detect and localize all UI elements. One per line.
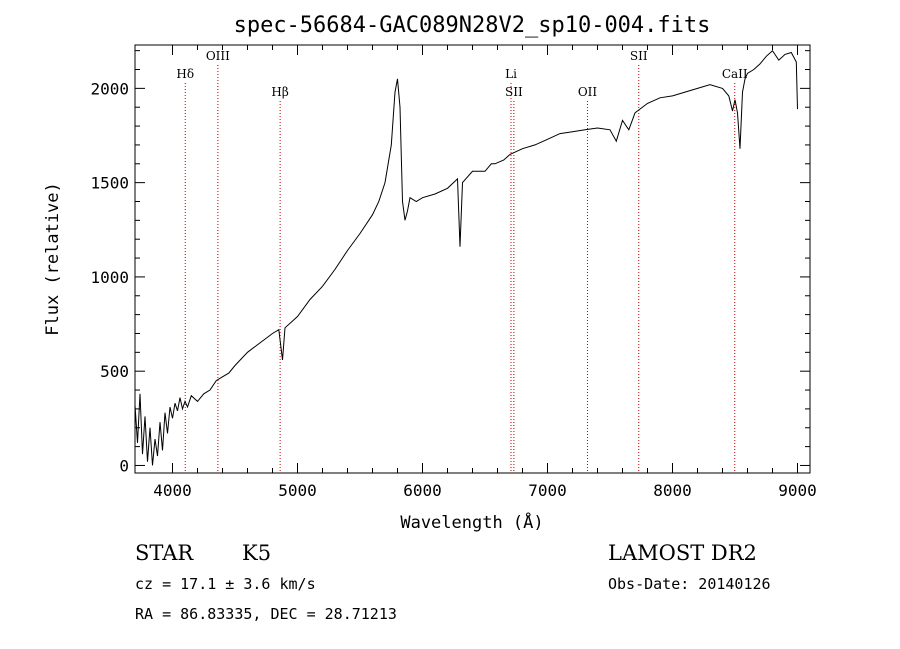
spectrum-line — [134, 49, 798, 466]
x-axis-ticks: 4000 5000 6000 7000 8000 9000 — [153, 45, 817, 500]
x-tick-label: 9000 — [778, 481, 817, 500]
y-tick-label: 1000 — [90, 268, 129, 287]
x-tick-label: 4000 — [153, 481, 192, 500]
line-marker-label: SII — [505, 85, 523, 99]
x-tick-label: 7000 — [528, 481, 567, 500]
chart-title: spec-56684-GAC089N28V2_sp10-004.fits — [234, 13, 711, 38]
line-marker-label: OIII — [206, 49, 230, 63]
line-marker-label: Hβ — [271, 85, 288, 99]
line-marker-label: CaII — [722, 67, 748, 81]
coordinates-label: RA = 86.83335, DEC = 28.71213 — [135, 605, 397, 623]
line-marker-label: OII — [578, 85, 598, 99]
object-subclass: K5 — [242, 541, 271, 565]
x-axis-label: Wavelength (Å) — [400, 511, 543, 533]
emission-line-markers: Hδ OIII Hβ Li SII OII SII CaII — [176, 49, 748, 473]
line-marker-label: SII — [630, 49, 648, 63]
line-marker-label: Hδ — [176, 67, 194, 81]
y-axis-label: Flux (relative) — [43, 182, 63, 336]
obs-date-label: Obs-Date: 20140126 — [608, 575, 771, 593]
x-tick-label: 8000 — [653, 481, 692, 500]
y-tick-label: 1500 — [90, 174, 129, 193]
survey-label: LAMOST DR2 — [608, 541, 757, 565]
y-tick-label: 500 — [100, 362, 129, 381]
line-marker-label: Li — [505, 67, 517, 81]
y-tick-label: 2000 — [90, 79, 129, 98]
y-axis-ticks: 0 500 1000 1500 2000 — [90, 50, 810, 475]
x-tick-label: 6000 — [403, 481, 442, 500]
y-tick-label: 0 — [119, 456, 129, 475]
object-class: STAR — [135, 541, 194, 565]
plot-frame — [134, 44, 811, 474]
x-tick-label: 5000 — [278, 481, 317, 500]
redshift-label: cz = 17.1 ± 3.6 km/s — [135, 575, 316, 593]
